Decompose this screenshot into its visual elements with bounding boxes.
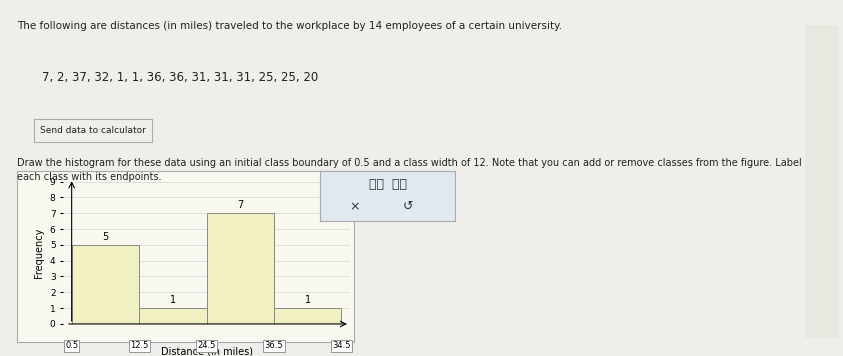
Bar xyxy=(139,308,207,324)
Text: 34.5: 34.5 xyxy=(332,341,351,350)
Text: 24.5: 24.5 xyxy=(197,341,216,350)
Text: Send data to calculator: Send data to calculator xyxy=(40,126,146,135)
Text: 12.5: 12.5 xyxy=(130,341,148,350)
Y-axis label: Frequency: Frequency xyxy=(35,227,45,278)
Text: ↺: ↺ xyxy=(403,200,413,213)
Text: 1: 1 xyxy=(304,295,311,305)
Text: 36.5: 36.5 xyxy=(265,341,283,350)
Text: 1: 1 xyxy=(169,295,176,305)
Bar xyxy=(207,213,274,324)
Bar xyxy=(274,308,341,324)
X-axis label: Distance (in miles): Distance (in miles) xyxy=(160,346,253,356)
Text: The following are distances (in miles) traveled to the workplace by 14 employees: The following are distances (in miles) t… xyxy=(17,21,562,31)
Text: Draw the histogram for these data using an initial class boundary of 0.5 and a c: Draw the histogram for these data using … xyxy=(17,158,802,182)
Bar xyxy=(72,245,139,324)
Text: ⎕⎕  ⎕⎕: ⎕⎕ ⎕⎕ xyxy=(368,178,407,191)
Text: ×: × xyxy=(349,200,359,213)
Text: 5: 5 xyxy=(102,232,109,242)
Text: 7, 2, 37, 32, 1, 1, 36, 36, 31, 31, 31, 25, 25, 20: 7, 2, 37, 32, 1, 1, 36, 36, 31, 31, 31, … xyxy=(42,71,319,84)
Text: 7: 7 xyxy=(237,200,244,210)
Text: 0.5: 0.5 xyxy=(65,341,78,350)
